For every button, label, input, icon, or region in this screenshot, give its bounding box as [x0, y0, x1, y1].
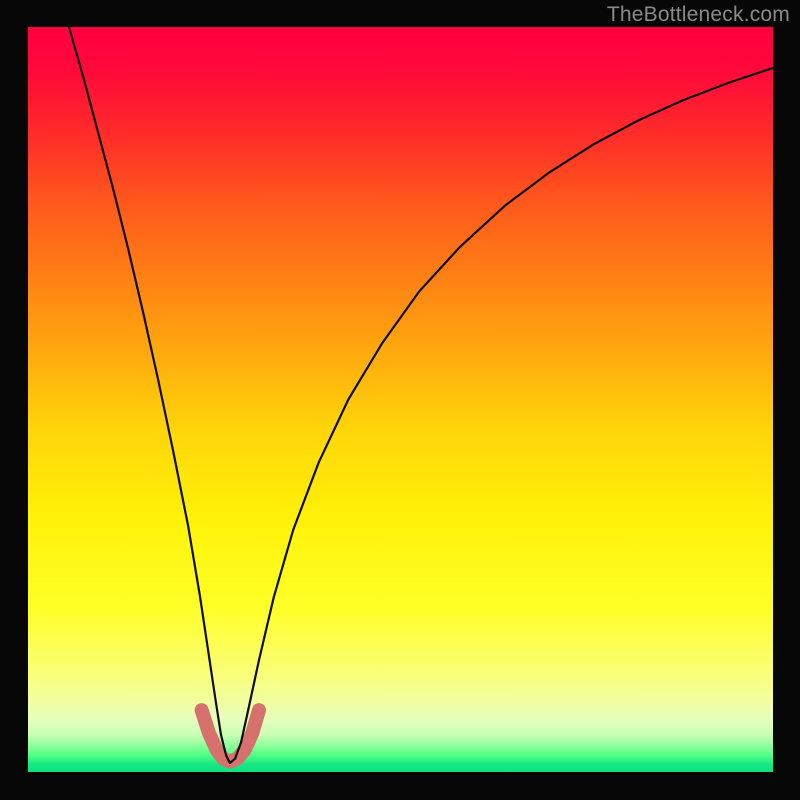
chart-stage: TheBottleneck.com — [0, 0, 800, 800]
watermark-text: TheBottleneck.com — [607, 3, 790, 27]
bottleneck-curve — [69, 27, 773, 763]
good-zone-marker — [202, 710, 259, 761]
plot-area — [28, 27, 773, 772]
curve-layer — [28, 27, 773, 772]
